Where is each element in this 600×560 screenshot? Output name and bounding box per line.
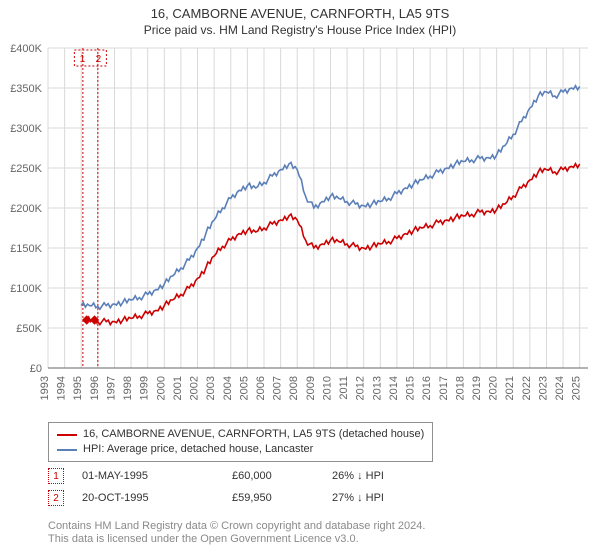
transactions-list: 1 01-MAY-1995£60,00026% ↓ HPI 2 20-OCT-1995… xyxy=(48,468,452,512)
page-title: 16, CAMBORNE AVENUE, CARNFORTH, LA5 9TS xyxy=(0,0,600,21)
legend-item-property: 16, CAMBORNE AVENUE, CARNFORTH, LA5 9TS … xyxy=(57,427,424,442)
transaction-marker: 2 xyxy=(48,490,64,506)
legend-label-hpi: HPI: Average price, detached house, Lanc… xyxy=(83,442,313,457)
legend: 16, CAMBORNE AVENUE, CARNFORTH, LA5 9TS … xyxy=(48,422,433,462)
footnote-line: This data is licensed under the Open Gov… xyxy=(48,533,425,546)
x-tick-label: 2005 xyxy=(238,376,250,400)
transaction-delta: 26% ↓ HPI xyxy=(332,470,452,482)
transaction-date: 20-OCT-1995 xyxy=(82,492,232,504)
x-tick-label: 1996 xyxy=(89,376,101,400)
x-tick-label: 1994 xyxy=(56,376,68,400)
legend-label-property: 16, CAMBORNE AVENUE, CARNFORTH, LA5 9TS … xyxy=(83,427,424,442)
footnote-line: Contains HM Land Registry data © Crown c… xyxy=(48,520,425,533)
y-tick-label: £0 xyxy=(30,363,42,375)
transaction-price: £59,950 xyxy=(232,492,332,504)
y-tick-label: £50K xyxy=(16,323,42,335)
x-tick-label: 2017 xyxy=(438,376,450,400)
marker-label: 1 xyxy=(80,54,86,65)
x-tick-label: 1997 xyxy=(105,376,117,400)
x-tick-label: 2024 xyxy=(554,376,566,400)
legend-swatch-property xyxy=(57,434,77,436)
x-tick-label: 2019 xyxy=(471,376,483,400)
x-tick-label: 2000 xyxy=(155,376,167,400)
x-tick-label: 2016 xyxy=(421,376,433,400)
x-tick-label: 2021 xyxy=(504,376,516,400)
x-tick-label: 2025 xyxy=(571,376,583,400)
x-tick-label: 2020 xyxy=(488,376,500,400)
transaction-row: 1 01-MAY-1995£60,00026% ↓ HPI xyxy=(48,468,452,484)
y-tick-label: £100K xyxy=(10,283,42,295)
y-tick-label: £300K xyxy=(10,123,42,135)
page-subtitle: Price paid vs. HM Land Registry's House … xyxy=(0,21,600,37)
x-tick-label: 2001 xyxy=(172,376,184,400)
x-tick-label: 2018 xyxy=(454,376,466,400)
x-tick-label: 2023 xyxy=(537,376,549,400)
x-tick-label: 2022 xyxy=(521,376,533,400)
legend-swatch-hpi xyxy=(57,449,77,451)
price-chart: £0 £50K £100K £150K £200K £250K £300K £350K £400… xyxy=(0,38,600,418)
x-tick-label: 2007 xyxy=(272,376,284,400)
x-tick-label: 2011 xyxy=(338,376,350,400)
x-tick-label: 2012 xyxy=(355,376,367,400)
transaction-price: £60,000 xyxy=(232,470,332,482)
series-property xyxy=(87,164,580,325)
y-tick-label: £400K xyxy=(10,43,42,55)
x-tick-label: 2003 xyxy=(205,376,217,400)
x-tick-label: 2002 xyxy=(189,376,201,400)
transaction-date: 01-MAY-1995 xyxy=(82,470,232,482)
y-tick-label: £200K xyxy=(10,203,42,215)
x-tick-label: 1995 xyxy=(72,376,84,400)
y-tick-label: £350K xyxy=(10,83,42,95)
legend-item-hpi: HPI: Average price, detached house, Lanc… xyxy=(57,442,424,457)
transaction-marker: 1 xyxy=(48,468,64,484)
footnote: Contains HM Land Registry data © Crown c… xyxy=(48,520,425,546)
y-tick-label: £150K xyxy=(10,243,42,255)
x-tick-label: 1998 xyxy=(122,376,134,400)
transaction-delta: 27% ↓ HPI xyxy=(332,492,452,504)
x-tick-label: 2015 xyxy=(405,376,417,400)
x-tick-label: 2004 xyxy=(222,376,234,400)
x-tick-label: 2008 xyxy=(288,376,300,400)
x-tick-label: 1999 xyxy=(139,376,151,400)
x-tick-label: 2006 xyxy=(255,376,267,400)
y-tick-label: £250K xyxy=(10,163,42,175)
marker-label: 2 xyxy=(96,54,102,65)
x-tick-label: 2013 xyxy=(371,376,383,400)
transaction-row: 2 20-OCT-1995£59,95027% ↓ HPI xyxy=(48,490,452,506)
x-tick-label: 2009 xyxy=(305,376,317,400)
x-tick-label: 2010 xyxy=(321,376,333,400)
x-tick-label: 1993 xyxy=(39,376,51,400)
x-tick-label: 2014 xyxy=(388,376,400,400)
